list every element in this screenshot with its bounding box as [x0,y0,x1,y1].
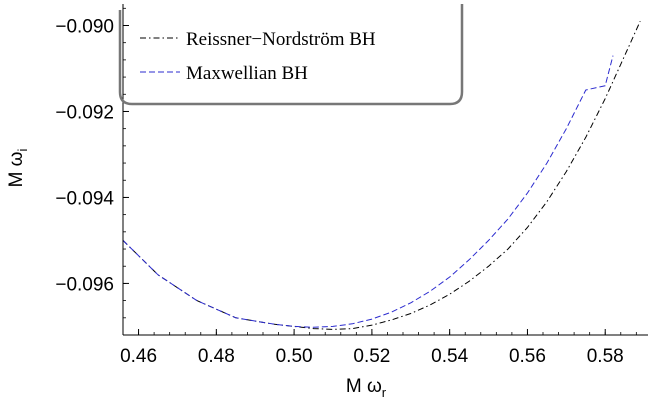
y-tick-label: −0.096 [55,274,114,295]
y-axis-label: M ωi [6,148,30,187]
tick-labels: 0.46 0.48 0.50 0.52 0.54 0.56 0.58 −0.090 −0.092… [55,16,623,367]
y-tick-label: −0.090 [55,16,114,37]
minor-ticks [122,7,637,336]
x-axis-label-sub: r [382,385,387,400]
x-tick-label: 0.52 [353,346,390,367]
x-axis-label: M ωr [346,376,387,400]
major-ticks [123,24,606,335]
x-tick-label: 0.58 [587,346,624,367]
y-axis-label-main: M ω [6,151,27,187]
plot-frame [122,4,648,336]
x-tick-label: 0.46 [120,346,157,367]
y-tick-label: −0.094 [55,188,114,209]
x-axis-label-main: M ω [346,376,382,397]
legend-box [118,4,464,106]
x-tick-label: 0.50 [276,346,313,367]
x-tick-label: 0.48 [198,346,235,367]
x-tick-label: 0.54 [431,346,468,367]
series-line-maxwellian [122,55,614,328]
legend: Reissner−Nordström BH Maxwellian BH [118,4,464,106]
y-axis-label-sub: i [15,148,30,151]
legend-label-rn: Reissner−Nordström BH [186,29,376,50]
y-tick-label: −0.092 [55,102,114,123]
x-tick-label: 0.56 [509,346,546,367]
series-layer [122,20,641,330]
legend-label-maxwellian: Maxwellian BH [186,63,308,84]
